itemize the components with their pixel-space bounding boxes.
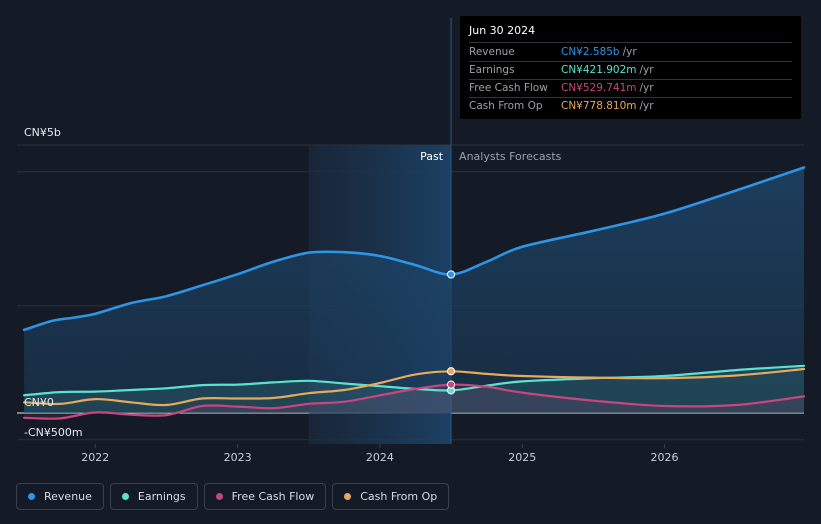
x-tick-label: 2026 (651, 451, 679, 464)
tooltip-date: Jun 30 2024 (469, 24, 792, 43)
legend-dot-icon (28, 493, 35, 500)
tooltip-value: CN¥2.585b (561, 46, 620, 58)
x-tick-label: 2023 (224, 451, 252, 464)
tooltip-label: Free Cash Flow (469, 82, 548, 94)
tooltip: Jun 30 2024 Revenue CN¥2.585b /yr Earnin… (460, 16, 801, 119)
cash-from-op-marker (446, 367, 456, 376)
free-cash-flow-line (23, 383, 806, 420)
tooltip-row-cash-from-op: Cash From Op CN¥778.810m /yr (469, 98, 792, 115)
tooltip-unit: /yr (639, 64, 654, 76)
tooltip-value: CN¥421.902m (561, 64, 637, 76)
free-cash-flow-area (24, 384, 805, 419)
legend-label: Cash From Op (360, 490, 438, 503)
legend-label: Earnings (137, 490, 186, 503)
tooltip-unit: /yr (639, 82, 654, 94)
tooltip-row-earnings: Earnings CN¥421.902m /yr (469, 62, 792, 80)
y-axis-label: CN¥0 (24, 396, 54, 409)
tooltip-label: Cash From Op (469, 100, 543, 112)
legend-earnings[interactable]: Earnings (109, 483, 198, 510)
legend-dot-icon (121, 493, 129, 500)
revenue-marker (446, 270, 456, 279)
x-tick-label: 2025 (508, 451, 536, 464)
tooltip-unit: /yr (639, 100, 654, 112)
legend-free-cash-flow[interactable]: Free Cash Flow (203, 483, 327, 510)
tooltip-value: CN¥529.741m (561, 82, 637, 94)
tooltip-label: Earnings (469, 64, 515, 76)
past-label: Past (420, 150, 444, 163)
tooltip-value: CN¥778.810m (561, 100, 637, 112)
tooltip-row-revenue: Revenue CN¥2.585b /yr (469, 44, 792, 62)
revenue-line (22, 166, 806, 332)
tooltip-label: Revenue (469, 46, 515, 58)
legend-dot-icon (344, 493, 352, 500)
tooltip-unit: /yr (622, 46, 637, 58)
legend-label: Free Cash Flow (231, 490, 315, 503)
revenue-area (24, 167, 805, 413)
x-tick-label: 2022 (81, 451, 109, 464)
y-axis-label: CN¥5b (24, 126, 61, 139)
legend-dot-icon (215, 493, 223, 500)
series-markers (446, 270, 456, 395)
legend-revenue[interactable]: Revenue (16, 483, 104, 510)
cash-from-op-line (23, 367, 806, 407)
free-cash-flow-marker (446, 380, 456, 389)
legend: Revenue Earnings Free Cash Flow Cash Fro… (16, 483, 450, 510)
forecast-label: Analysts Forecasts (459, 150, 562, 163)
series-lines (22, 166, 806, 420)
legend-label: Revenue (44, 490, 92, 503)
legend-cash-from-op[interactable]: Cash From Op (332, 483, 450, 510)
tooltip-row-free-cash-flow: Free Cash Flow CN¥529.741m /yr (469, 80, 792, 98)
y-axis-label: -CN¥500m (24, 426, 83, 439)
x-tick-label: 2024 (366, 451, 394, 464)
axis-labels: 2022 2023 2024 2025 2026 CN¥5b CN¥0 -CN¥500m Pas… (24, 126, 679, 464)
